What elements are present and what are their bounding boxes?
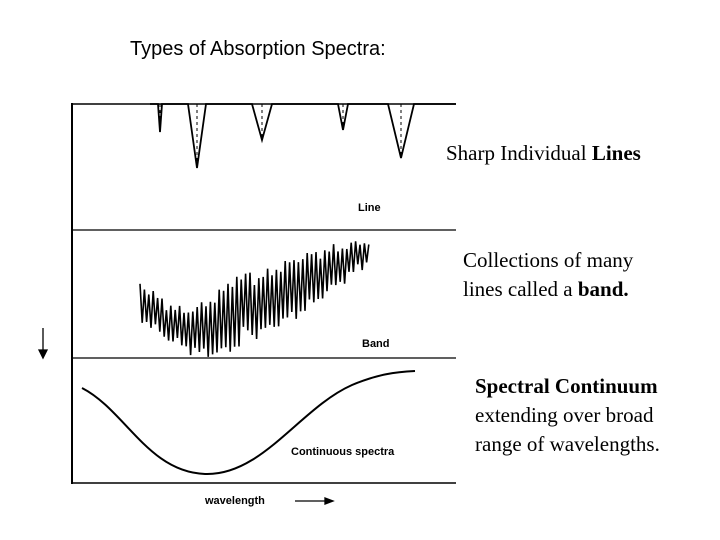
band-spectrum-trace [139,241,370,357]
caption-band-line2: lines called a band. [463,275,633,304]
wavelength-arrow-icon [295,497,335,505]
caption-continuum-line3: range of wavelengths. [475,432,660,456]
caption-band-line1: Collections of many [463,248,634,272]
caption-band: Collections of many lines called a band. [463,246,633,304]
panel-label-continuous: Continuous spectra [291,446,395,458]
caption-continuum-title: Spectral Continuum [475,374,658,398]
panel-label-line: Line [358,202,381,214]
caption-continuum: Spectral Continuum extending over broad … [475,372,660,459]
slide-title: Types of Absorption Spectra: [130,38,386,60]
caption-continuum-line2: extending over broad [475,403,654,427]
caption-line-text: Sharp Individual [446,141,592,165]
continuum-trace [81,370,416,476]
line-centers-dashed [159,104,402,165]
caption-line: Sharp Individual Lines [446,139,641,168]
caption-band-line2-text: lines called a [463,277,578,301]
line-spectrum-trace [150,103,456,169]
caption-continuum-bold: Spectral Continuum [475,372,660,401]
caption-band-bold: band. [577,277,629,301]
x-axis-label: wavelength [204,495,265,507]
panel-label-band: Band [362,338,390,350]
intensity-down-arrow-icon [37,328,49,360]
caption-line-bold: Lines [591,141,641,165]
